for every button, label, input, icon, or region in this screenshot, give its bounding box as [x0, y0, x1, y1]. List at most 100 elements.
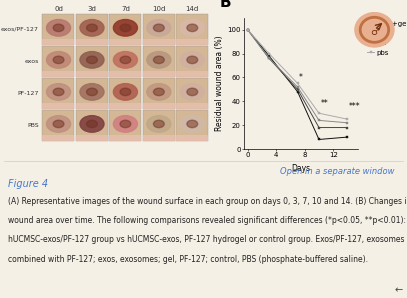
Circle shape — [87, 120, 97, 128]
Circle shape — [147, 19, 171, 36]
pbs — [267, 52, 271, 55]
Bar — [76, 71, 108, 77]
pbs — [295, 82, 300, 85]
Circle shape — [80, 83, 104, 100]
Text: A: A — [2, 0, 14, 3]
Bar — [42, 71, 74, 77]
Bar — [176, 14, 208, 45]
Circle shape — [147, 83, 171, 100]
Bar — [109, 46, 141, 77]
Circle shape — [80, 52, 104, 68]
Bar — [143, 46, 175, 77]
exos — [267, 57, 271, 60]
gel — [295, 85, 300, 89]
Circle shape — [114, 19, 138, 36]
Bar — [143, 39, 175, 45]
Circle shape — [180, 116, 204, 132]
Y-axis label: Residual wound area (%): Residual wound area (%) — [215, 36, 224, 131]
Bar — [76, 39, 108, 45]
Bar — [76, 110, 108, 141]
Circle shape — [187, 56, 198, 63]
Bar — [176, 103, 208, 109]
Circle shape — [114, 52, 138, 68]
Text: Figure 4: Figure 4 — [8, 179, 48, 189]
Circle shape — [120, 88, 131, 96]
Text: 0d: 0d — [54, 6, 63, 12]
Circle shape — [180, 52, 204, 68]
Legend: exos+gel, exos, gel, pbs: exos+gel, exos, gel, pbs — [368, 21, 407, 56]
Circle shape — [87, 24, 97, 32]
Bar — [176, 78, 208, 109]
Circle shape — [53, 88, 64, 96]
Bar — [143, 71, 175, 77]
Bar — [176, 135, 208, 141]
Circle shape — [46, 116, 70, 132]
Bar — [76, 103, 108, 109]
Circle shape — [80, 116, 104, 132]
Text: (A) Representative images of the wound surface in each group on days 0, 3, 7, 10: (A) Representative images of the wound s… — [8, 197, 407, 206]
Bar — [143, 78, 175, 109]
gel — [345, 121, 350, 125]
Text: ***: *** — [349, 102, 361, 111]
Bar — [42, 39, 74, 45]
Bar — [76, 14, 108, 45]
pbs — [317, 111, 322, 115]
Bar — [109, 103, 141, 109]
Circle shape — [87, 56, 97, 63]
Bar — [109, 14, 141, 45]
Circle shape — [147, 52, 171, 68]
Bar — [42, 135, 74, 141]
gel — [245, 28, 250, 32]
Circle shape — [187, 24, 198, 32]
gel — [317, 119, 322, 122]
Circle shape — [53, 120, 64, 128]
Circle shape — [120, 56, 131, 63]
exos — [295, 88, 300, 91]
Circle shape — [87, 88, 97, 96]
Bar — [42, 78, 74, 109]
Text: ♂: ♂ — [370, 27, 379, 37]
Circle shape — [46, 52, 70, 68]
exos+gel — [245, 28, 250, 32]
Circle shape — [114, 83, 138, 100]
Text: 14d: 14d — [186, 6, 199, 12]
Text: PBS: PBS — [27, 123, 39, 128]
Line: gel: gel — [246, 28, 349, 124]
Text: 10d: 10d — [152, 6, 166, 12]
Circle shape — [153, 120, 164, 128]
exos+gel — [295, 90, 300, 94]
pbs — [345, 117, 350, 121]
Circle shape — [187, 120, 198, 128]
Bar — [42, 46, 74, 77]
exos — [345, 126, 350, 129]
Circle shape — [153, 24, 164, 32]
Text: 7d: 7d — [121, 6, 130, 12]
Bar — [109, 71, 141, 77]
Bar — [176, 71, 208, 77]
Circle shape — [153, 56, 164, 63]
Text: ←: ← — [395, 285, 403, 295]
Bar — [176, 39, 208, 45]
exos+gel — [345, 135, 350, 139]
Bar — [176, 46, 208, 77]
exos+gel — [317, 138, 322, 141]
Circle shape — [80, 19, 104, 36]
Text: exos: exos — [24, 59, 39, 64]
Circle shape — [180, 83, 204, 100]
Bar — [143, 135, 175, 141]
Text: 3d: 3d — [88, 6, 96, 12]
Circle shape — [46, 83, 70, 100]
Bar — [42, 103, 74, 109]
Line: pbs: pbs — [246, 28, 349, 121]
Bar — [42, 110, 74, 141]
Circle shape — [120, 120, 131, 128]
Text: **: ** — [320, 100, 328, 108]
Circle shape — [120, 24, 131, 32]
Text: B: B — [219, 0, 231, 10]
Bar — [109, 78, 141, 109]
Text: PF-127: PF-127 — [17, 91, 39, 96]
Bar — [42, 14, 74, 45]
Bar — [109, 135, 141, 141]
Text: wound area over time. The following comparisons revealed significant differences: wound area over time. The following comp… — [8, 216, 406, 225]
Line: exos: exos — [246, 28, 349, 129]
